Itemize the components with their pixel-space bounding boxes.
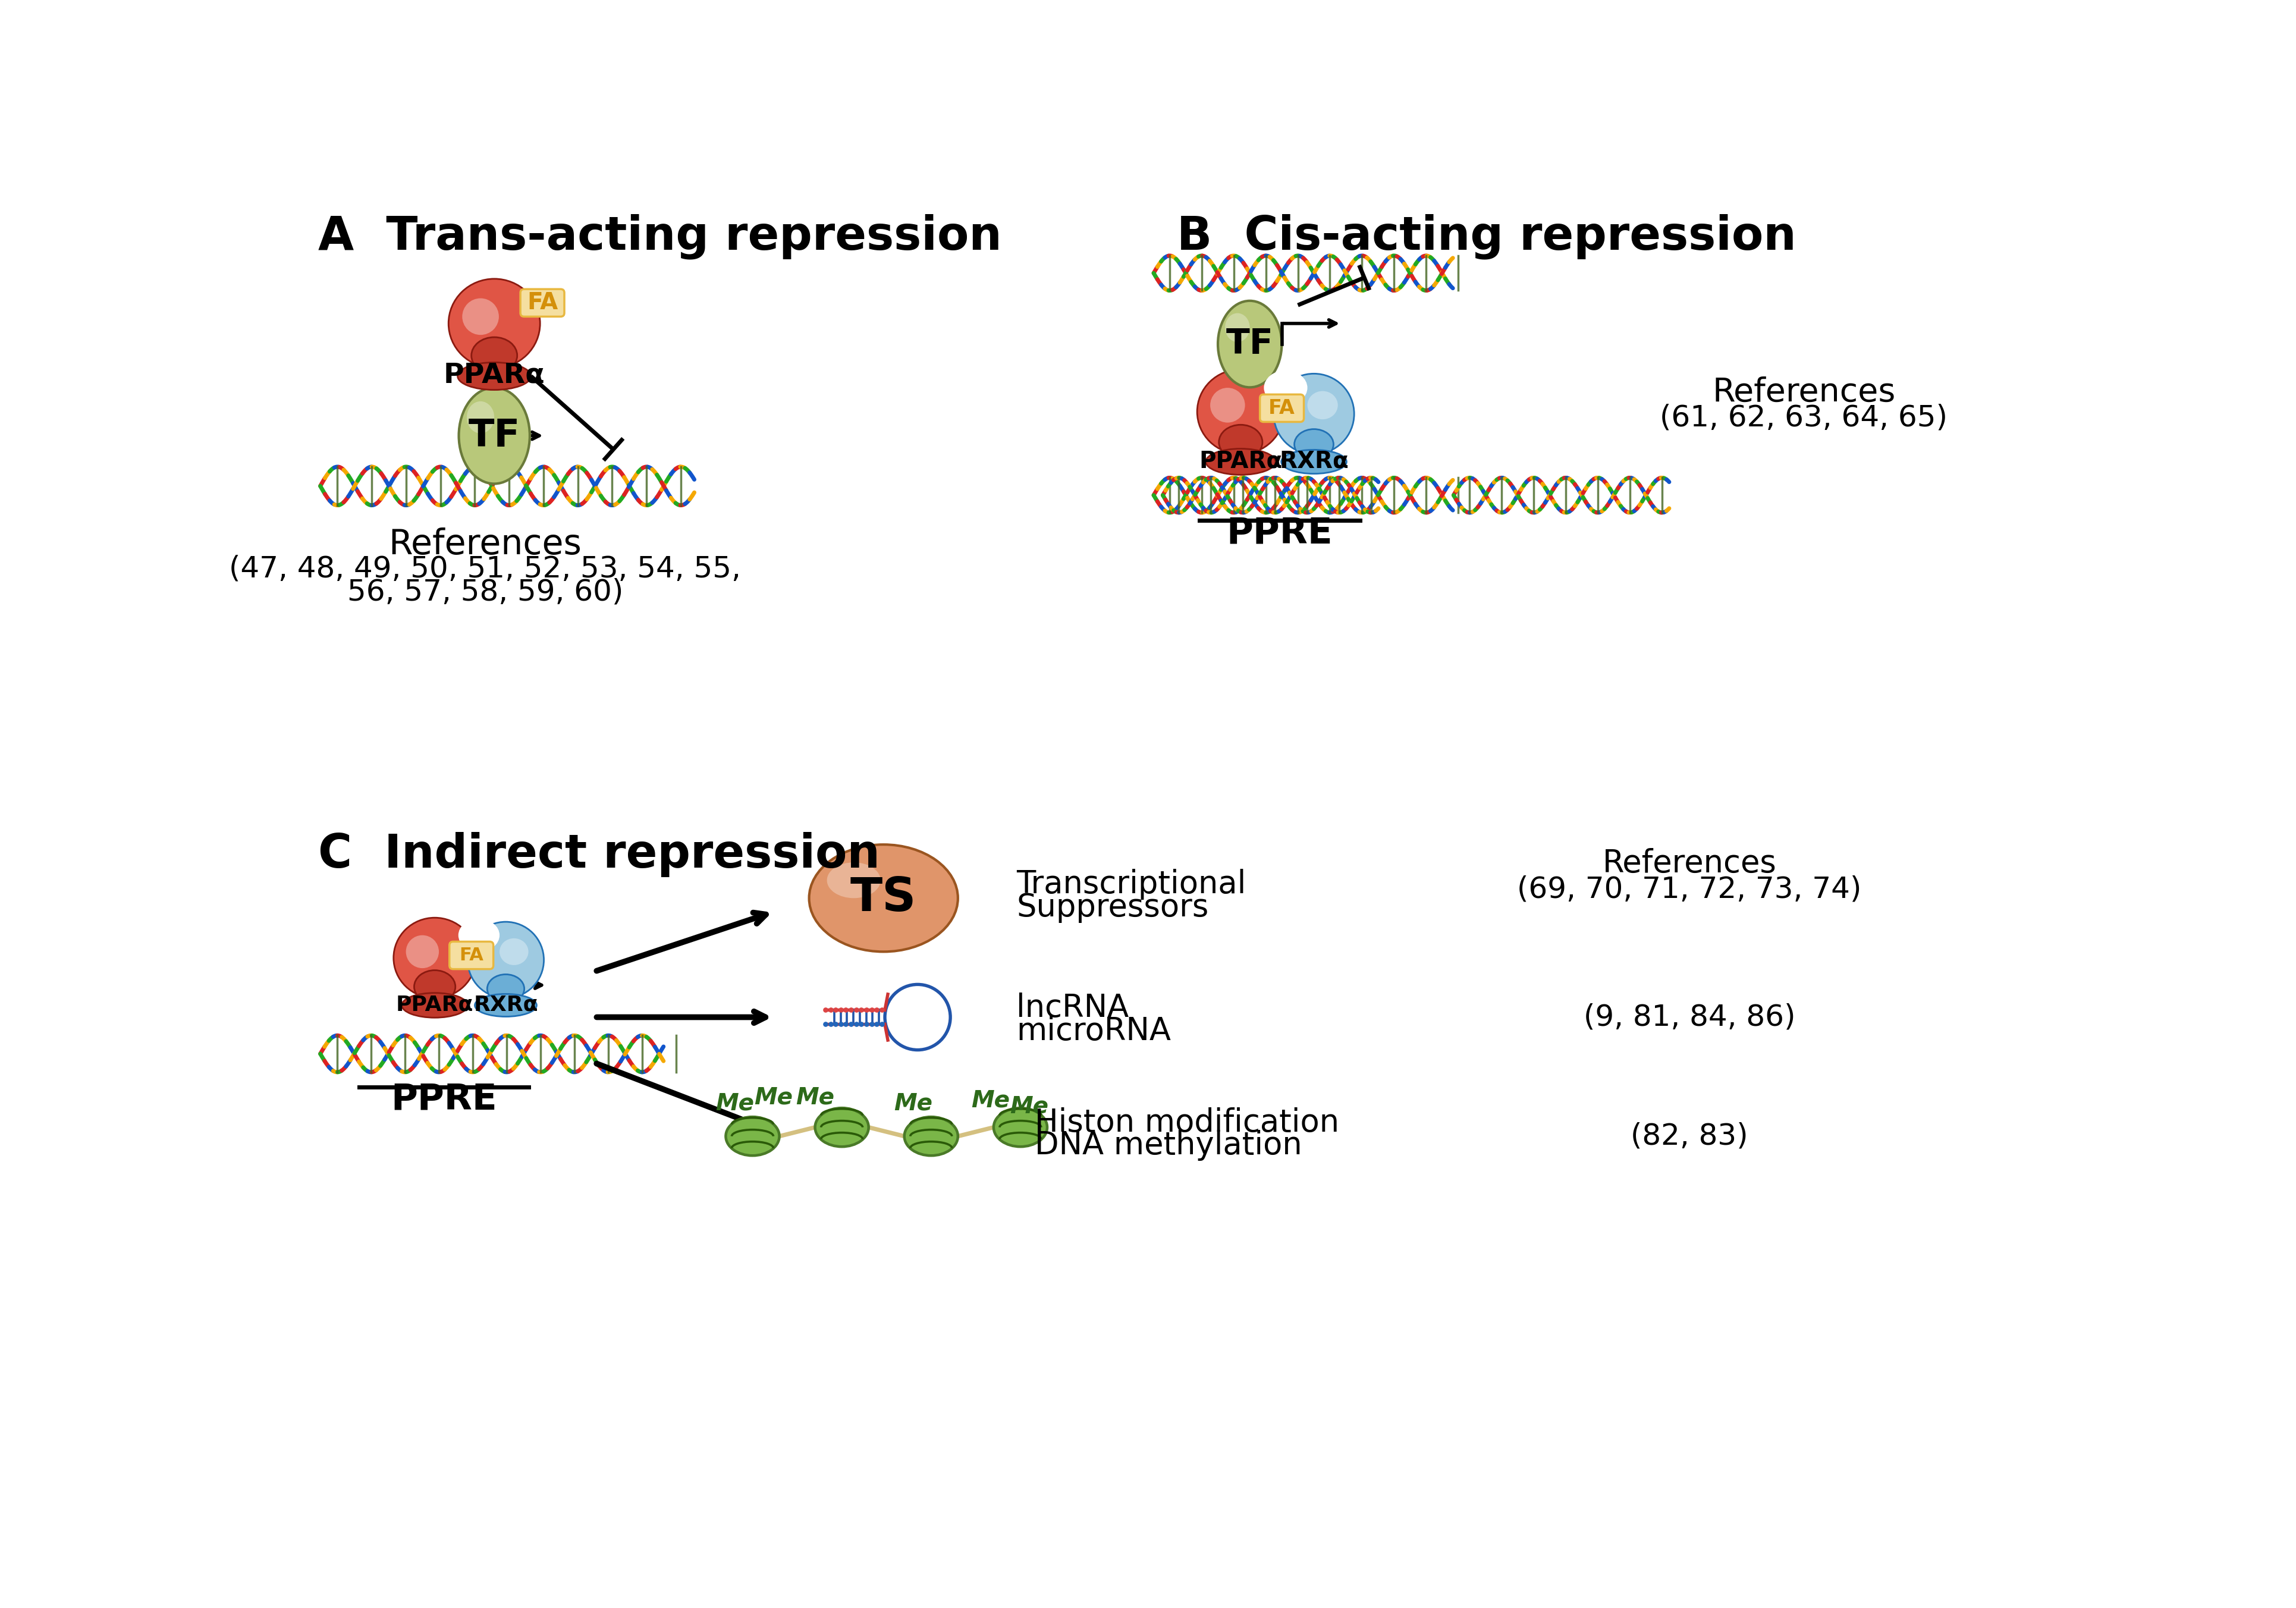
Text: microRNA: microRNA xyxy=(1017,1016,1171,1047)
Ellipse shape xyxy=(1263,370,1306,405)
Ellipse shape xyxy=(468,921,544,999)
Text: PPRE: PPRE xyxy=(390,1082,496,1118)
Text: C  Indirect repression: C Indirect repression xyxy=(317,831,879,876)
Text: Me: Me xyxy=(971,1089,1010,1111)
FancyBboxPatch shape xyxy=(1261,394,1304,421)
Text: (61, 62, 63, 64, 65): (61, 62, 63, 64, 65) xyxy=(1660,404,1947,433)
Ellipse shape xyxy=(448,278,540,368)
Ellipse shape xyxy=(475,994,537,1016)
Ellipse shape xyxy=(808,844,957,952)
Text: (47, 48, 49, 50, 51, 52, 53, 54, 55,: (47, 48, 49, 50, 51, 52, 53, 54, 55, xyxy=(230,555,742,584)
Text: FA: FA xyxy=(526,291,558,314)
Text: PPRE: PPRE xyxy=(1226,516,1332,552)
Text: (69, 70, 71, 72, 73, 74): (69, 70, 71, 72, 73, 74) xyxy=(1518,875,1862,904)
Text: Me: Me xyxy=(893,1092,932,1114)
Text: FA: FA xyxy=(1267,399,1295,418)
Text: Histon modification: Histon modification xyxy=(1033,1106,1339,1138)
Text: Me: Me xyxy=(714,1092,753,1114)
Text: PPARα: PPARα xyxy=(1199,450,1281,473)
Ellipse shape xyxy=(1224,314,1249,343)
Text: DNA methylation: DNA methylation xyxy=(1033,1130,1302,1161)
Text: Me: Me xyxy=(794,1087,833,1110)
Ellipse shape xyxy=(461,297,498,334)
Ellipse shape xyxy=(815,1108,868,1147)
Text: TF: TF xyxy=(468,416,521,453)
Text: PPARα: PPARα xyxy=(443,362,544,389)
Text: B  Cis-acting repression: B Cis-acting repression xyxy=(1178,214,1795,259)
Ellipse shape xyxy=(406,936,439,968)
Ellipse shape xyxy=(466,402,494,434)
Text: RXRα: RXRα xyxy=(473,994,537,1015)
Text: FA: FA xyxy=(459,947,484,963)
Ellipse shape xyxy=(487,974,523,1003)
Ellipse shape xyxy=(1295,429,1334,460)
Ellipse shape xyxy=(501,939,528,965)
Text: (9, 81, 84, 86): (9, 81, 84, 86) xyxy=(1582,1003,1795,1031)
Text: References: References xyxy=(388,527,581,561)
Ellipse shape xyxy=(459,918,501,952)
Text: Me: Me xyxy=(1010,1095,1049,1118)
Text: (82, 83): (82, 83) xyxy=(1630,1122,1747,1150)
Text: PPARα: PPARα xyxy=(395,994,473,1015)
Ellipse shape xyxy=(393,918,475,999)
Ellipse shape xyxy=(994,1108,1047,1147)
Ellipse shape xyxy=(413,970,455,1003)
Text: A  Trans-acting repression: A Trans-acting repression xyxy=(317,214,1001,259)
Ellipse shape xyxy=(1274,373,1355,453)
Ellipse shape xyxy=(459,388,530,484)
Ellipse shape xyxy=(726,1118,778,1156)
Ellipse shape xyxy=(1281,450,1345,474)
Ellipse shape xyxy=(402,992,468,1018)
Text: Me: Me xyxy=(753,1087,792,1110)
Text: RXRα: RXRα xyxy=(1279,450,1348,473)
Ellipse shape xyxy=(1306,391,1339,420)
Ellipse shape xyxy=(905,1118,957,1156)
Text: TF: TF xyxy=(1226,326,1274,362)
Ellipse shape xyxy=(1196,370,1283,453)
Ellipse shape xyxy=(827,862,879,899)
Text: Suppressors: Suppressors xyxy=(1017,892,1208,923)
Ellipse shape xyxy=(1219,425,1263,460)
Ellipse shape xyxy=(1210,388,1244,423)
Text: References: References xyxy=(1603,847,1777,878)
Text: References: References xyxy=(1713,376,1894,408)
Ellipse shape xyxy=(471,338,517,373)
Ellipse shape xyxy=(1217,301,1281,388)
Text: Transcriptional: Transcriptional xyxy=(1017,868,1247,900)
Text: lncRNA: lncRNA xyxy=(1017,992,1130,1023)
Ellipse shape xyxy=(1205,449,1274,474)
Text: TS: TS xyxy=(850,875,916,921)
Ellipse shape xyxy=(457,362,530,389)
Text: 56, 57, 58, 59, 60): 56, 57, 58, 59, 60) xyxy=(347,577,622,606)
FancyBboxPatch shape xyxy=(521,289,565,317)
FancyBboxPatch shape xyxy=(450,942,494,970)
